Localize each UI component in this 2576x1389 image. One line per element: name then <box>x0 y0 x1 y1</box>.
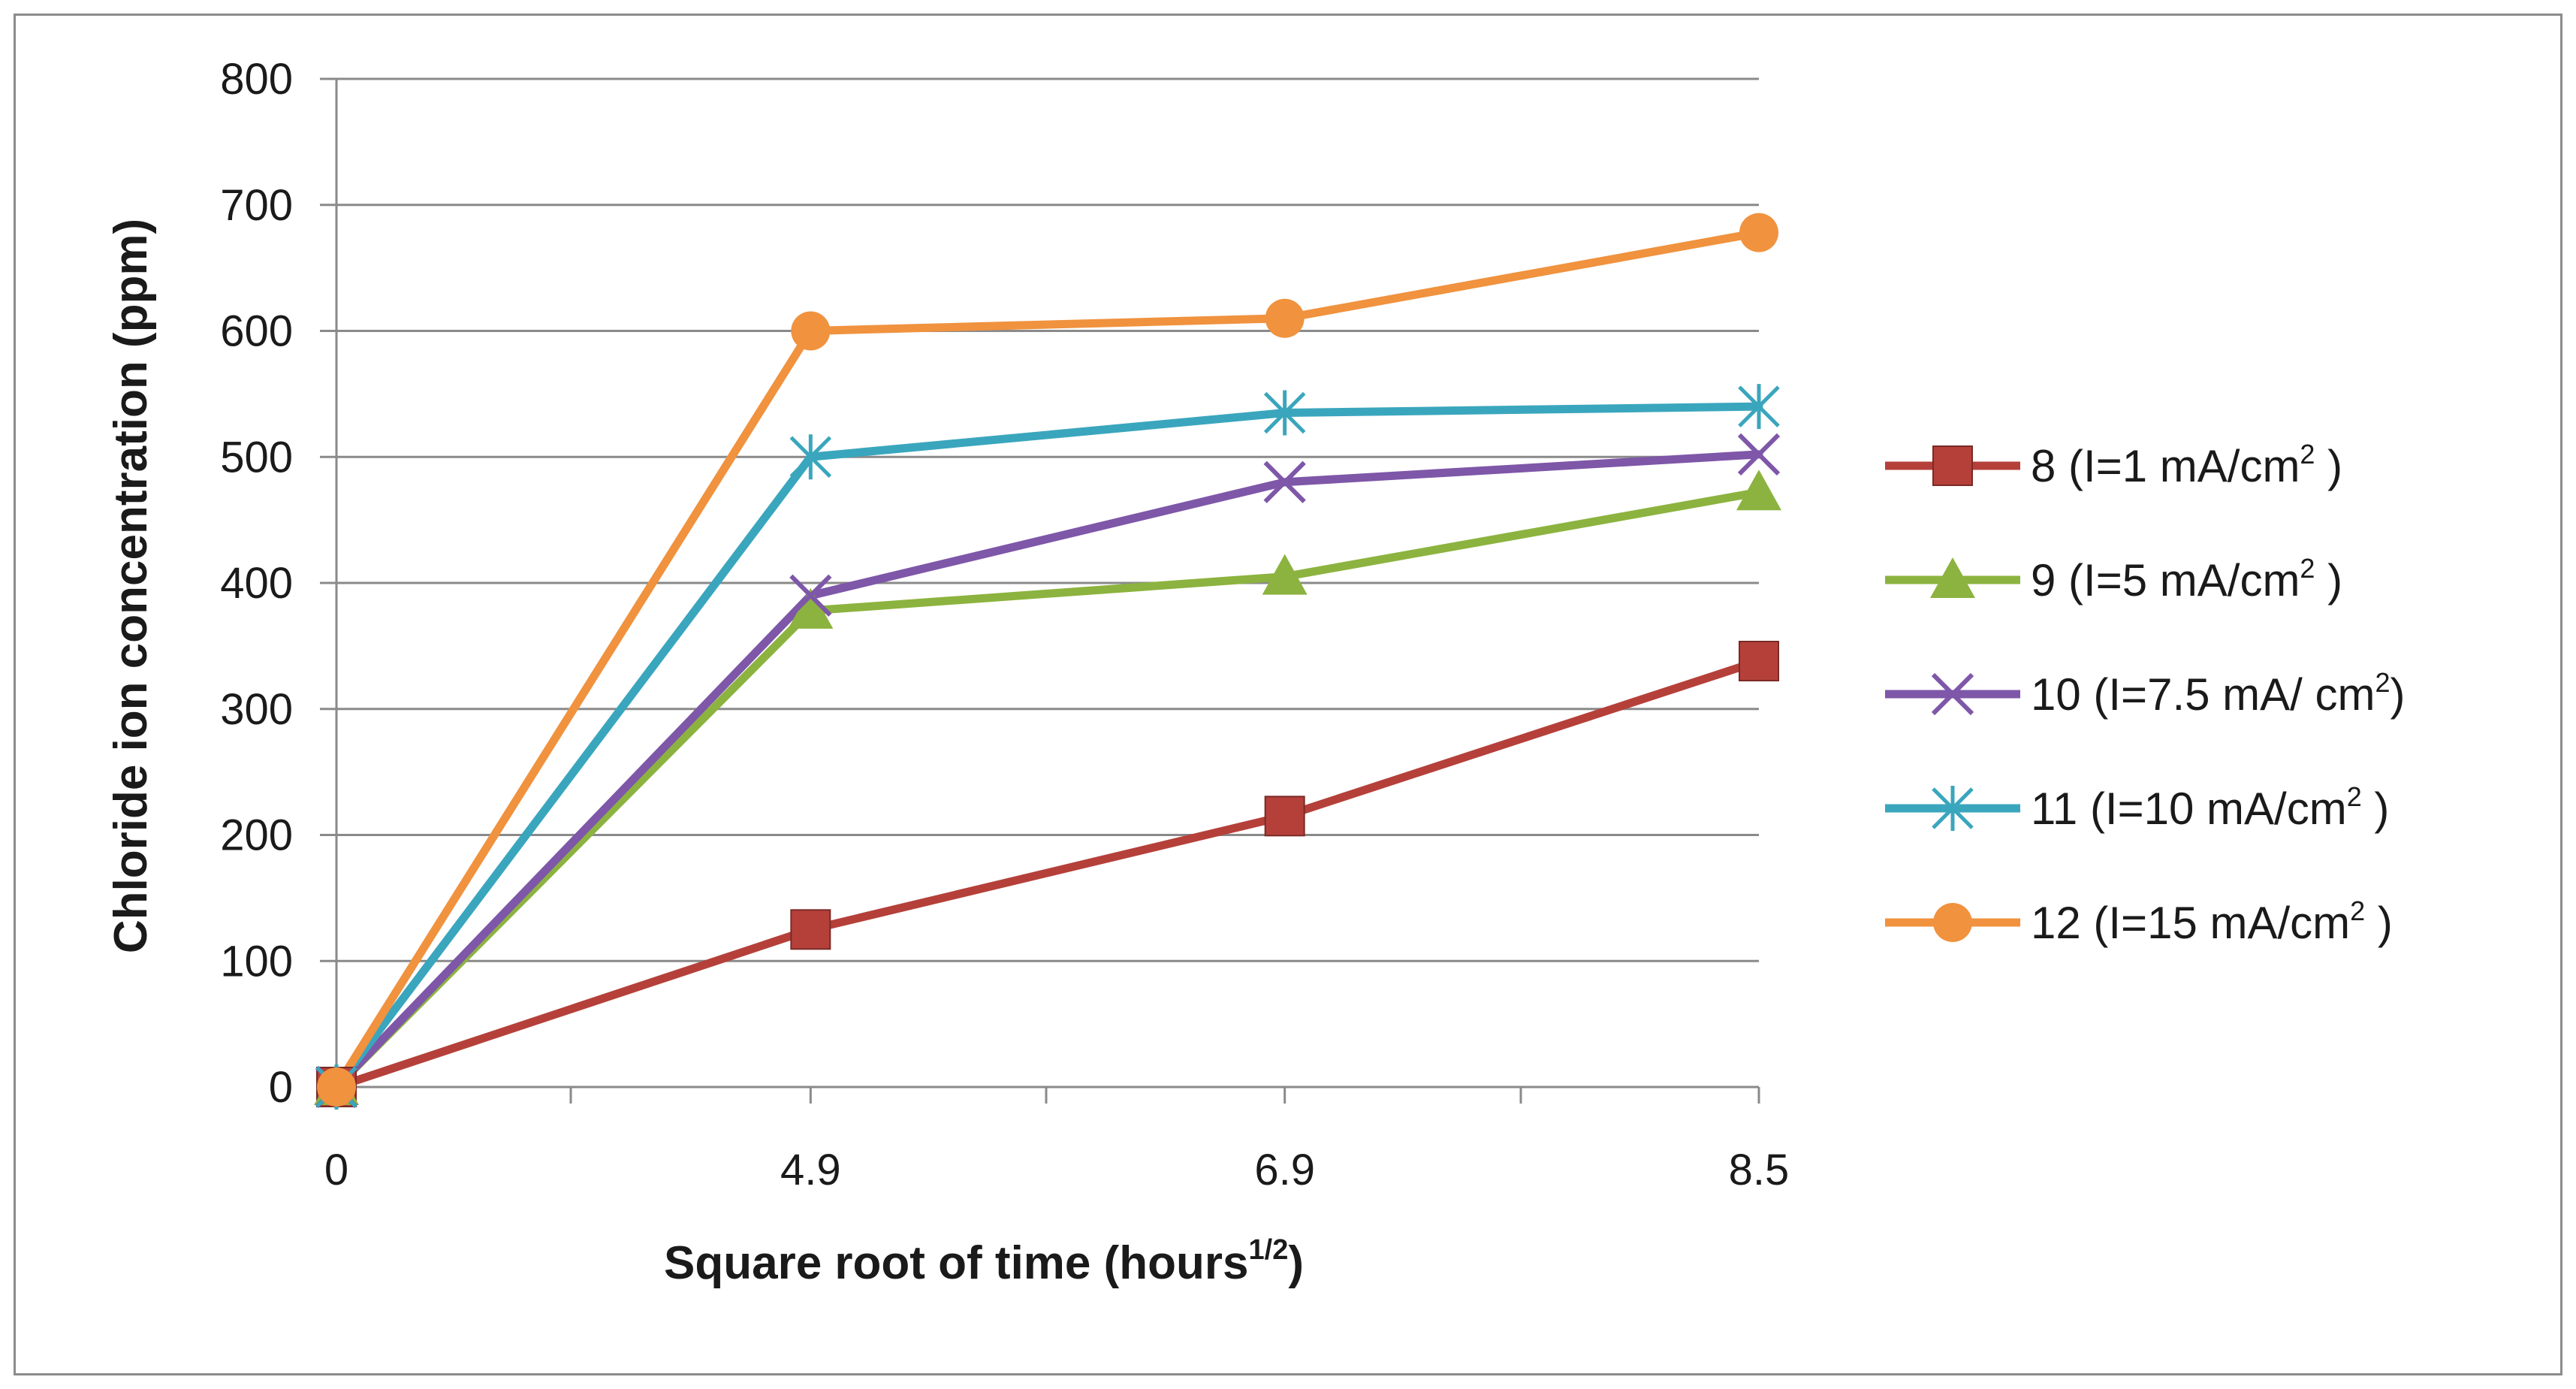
data-point-s2-p3 <box>1737 433 1781 476</box>
data-point-s2-p3-b <box>1737 433 1781 476</box>
series-line-3 <box>332 402 1763 1092</box>
x-axis-title-sup: 1/2 <box>1249 1234 1289 1266</box>
data-point-s0-p2 <box>1264 796 1305 837</box>
data-point-s2-p2-b <box>1263 460 1306 503</box>
x-axis-title-end: ) <box>1288 1237 1304 1289</box>
data-point-s4-p1 <box>791 311 831 351</box>
data-point-s2-p1-b <box>789 574 832 617</box>
y-tick-label: 600 <box>220 307 293 356</box>
series-line-1 <box>332 488 1763 1092</box>
y-tick-label: 800 <box>220 55 293 104</box>
x-tick-label: 0 <box>324 1146 348 1194</box>
legend-label-0: 8 (I=1 mA/cm2 ) <box>2031 439 2342 491</box>
series-line-2 <box>332 450 1763 1092</box>
legend-marker-0 <box>1932 445 1973 486</box>
y-tick-label: 300 <box>220 685 293 734</box>
legend-item-1: 9 (I=5 mA/cm2 ) <box>1885 553 2342 605</box>
chart-frame <box>14 14 2562 1375</box>
legend-label-sup: 2 <box>2375 667 2390 698</box>
y-tick-label: 400 <box>220 559 293 608</box>
series-markers <box>314 213 1781 1110</box>
x-axis-title: Square root of time (hours1/2) <box>664 1234 1304 1289</box>
data-point-s2-p1 <box>789 574 832 617</box>
legend-marker-3 <box>1932 786 1974 831</box>
data-point-s4-p2 <box>1265 298 1305 338</box>
gridlines <box>336 77 1759 962</box>
data-point-s3-p2 <box>1263 390 1306 436</box>
legend-label-end: ) <box>2315 555 2342 605</box>
legend-label-text: 9 (I=5 mA/cm <box>2031 555 2300 605</box>
legend-label-text: 11 (I=10 mA/cm <box>2031 784 2347 834</box>
series-line-4 <box>332 228 1763 1092</box>
legend-label-end: ) <box>2390 669 2406 720</box>
data-point-s3-p1 <box>789 434 832 480</box>
legend-item-4: 12 (I=15 mA/cm2 ) <box>1885 895 2393 948</box>
legend-label-sup: 2 <box>2300 439 2315 470</box>
legend-marker-2 <box>1931 672 1974 716</box>
legend-label-sup: 2 <box>2300 553 2315 584</box>
legend-item-0: 8 (I=1 mA/cm2 ) <box>1885 439 2342 491</box>
legend-label-2: 10 (I=7.5 mA/ cm2) <box>2031 667 2406 720</box>
data-point-s4-p0 <box>317 1067 356 1107</box>
legend-marker-1 <box>1930 557 1975 598</box>
y-tick-label: 500 <box>220 433 293 482</box>
legend-label-sup: 2 <box>2350 895 2365 926</box>
y-axis-title: Chloride ion concentration (ppm) <box>105 219 157 953</box>
data-point-s3-p3 <box>1738 384 1780 430</box>
x-axis-title-text: Square root of time (hours <box>664 1237 1248 1289</box>
x-tick-label: 8.5 <box>1729 1146 1790 1194</box>
data-point-s1-p1 <box>788 587 834 629</box>
legend-label-end: ) <box>2365 898 2393 948</box>
legend-label-4: 12 (I=15 mA/cm2 ) <box>2031 895 2393 948</box>
y-tick-label: 200 <box>220 811 293 860</box>
data-point-s0-p1 <box>790 909 831 950</box>
y-tick-label: 700 <box>220 181 293 230</box>
legend: 8 (I=1 mA/cm2 )9 (I=5 mA/cm2 )10 (I=7.5 … <box>1885 439 2406 948</box>
series-lines <box>332 228 1763 1092</box>
legend-label-3: 11 (I=10 mA/cm2 ) <box>2031 781 2389 834</box>
y-tick-label: 0 <box>269 1063 293 1112</box>
y-tick-label: 100 <box>220 937 293 986</box>
legend-marker-2-b <box>1931 672 1974 716</box>
legend-label-sup: 2 <box>2347 781 2362 812</box>
legend-marker-4 <box>1933 903 1972 942</box>
legend-item-2: 10 (I=7.5 mA/ cm2) <box>1885 667 2406 720</box>
x-tick-label: 4.9 <box>780 1146 841 1194</box>
legend-label-1: 9 (I=5 mA/cm2 ) <box>2031 553 2342 605</box>
data-point-s1-p3 <box>1736 470 1781 511</box>
legend-label-text: 8 (I=1 mA/cm <box>2031 441 2300 491</box>
legend-label-end: ) <box>2315 441 2342 491</box>
axis-labels: 0 100 200 300 400 500 600 700 800 0 4.9 6.9 8.5 <box>220 55 1789 1194</box>
data-point-s0-p3 <box>1739 641 1779 682</box>
legend-label-text: 12 (I=15 mA/cm <box>2031 898 2350 948</box>
legend-label-text: 10 (I=7.5 mA/ cm <box>2031 669 2375 720</box>
data-point-s4-p3 <box>1739 213 1778 252</box>
series-line-0 <box>332 657 1763 1092</box>
data-point-s2-p2 <box>1263 460 1306 503</box>
legend-label-end: ) <box>2362 784 2390 834</box>
data-point-s1-p2 <box>1262 554 1308 595</box>
legend-item-3: 11 (I=10 mA/cm2 ) <box>1885 781 2389 834</box>
x-tick-label: 6.9 <box>1254 1146 1315 1194</box>
